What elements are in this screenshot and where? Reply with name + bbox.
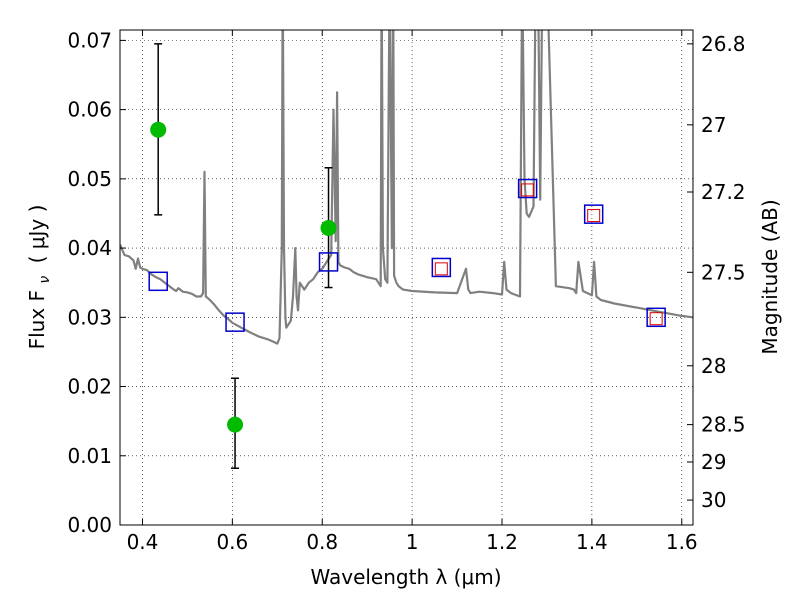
- plot-area: [120, 30, 693, 345]
- model-flux-square-blue: [431, 257, 452, 278]
- y-axis-label-sub: ν: [37, 276, 53, 284]
- model-flux-square-blue: [517, 178, 538, 199]
- axes: 0.4 0.6 0.8 1 1.2 1.4 1.6 0.00 0.01 0.02 0.03 0.04 0…: [67, 28, 745, 554]
- y-tick-label: 0.00: [67, 513, 112, 537]
- y2-tick-label: 28.5: [701, 413, 746, 437]
- x-tick-label: 1.6: [666, 530, 698, 554]
- y-tick-label: 0.04: [67, 236, 112, 260]
- model-flux-square-blue: [318, 252, 339, 272]
- markers: [148, 43, 666, 469]
- x-tick-label: 0.8: [306, 530, 338, 554]
- model-flux-square-red: [587, 209, 601, 223]
- x-tick-label: 1.2: [486, 530, 518, 554]
- y-axis-label-main: Flux F: [25, 290, 49, 349]
- y-tick-label: 0.06: [67, 98, 112, 122]
- model-flux-square-red: [521, 183, 535, 197]
- model-flux-square-red: [434, 262, 448, 276]
- x-tick-label: 1: [406, 530, 419, 554]
- photometry-point: [320, 220, 337, 236]
- svg-text:Flux F ν ( μJy ): Flux F ν ( μJy ): [25, 205, 54, 350]
- y2-tick-label: 29: [701, 450, 726, 474]
- y-tick-label: 0.02: [67, 375, 112, 399]
- x-tick-label: 1.4: [576, 530, 608, 554]
- model-flux-square-blue: [646, 307, 666, 328]
- plot-frame: [119, 29, 694, 526]
- y-axis-label: Flux F ν ( μJy ): [25, 205, 54, 350]
- y2-tick-label: 27.2: [701, 180, 746, 204]
- y2-axis-label: Magnitude (AB): [758, 199, 782, 354]
- model-flux-square-blue: [583, 204, 604, 224]
- x-tick-label: 0.6: [216, 530, 248, 554]
- model-flux-square-red: [649, 312, 663, 326]
- y2-tick-label: 30: [701, 488, 726, 512]
- x-axis-label: Wavelength λ (μm): [310, 565, 501, 589]
- photometry-point: [150, 121, 167, 138]
- y2-tick-label: 26.8: [701, 32, 746, 56]
- y-tick-label: 0.07: [67, 28, 112, 52]
- y-axis-label-unit: ( μJy ): [25, 205, 49, 264]
- y2-tick-label: 28: [701, 354, 726, 378]
- y-tick-label: 0.01: [67, 444, 112, 468]
- spectrum-line: [120, 30, 693, 345]
- y2-tick-label: 27.5: [701, 260, 746, 284]
- y-tick-label: 0.03: [67, 305, 112, 329]
- model-flux-square-blue: [148, 271, 168, 292]
- x-tick-label: 0.4: [127, 530, 159, 554]
- model-flux-square-blue: [225, 312, 245, 332]
- grid: [120, 30, 693, 526]
- y-tick-label: 0.05: [67, 167, 112, 191]
- y2-tick-label: 27: [701, 113, 726, 137]
- photometry-point: [227, 416, 244, 433]
